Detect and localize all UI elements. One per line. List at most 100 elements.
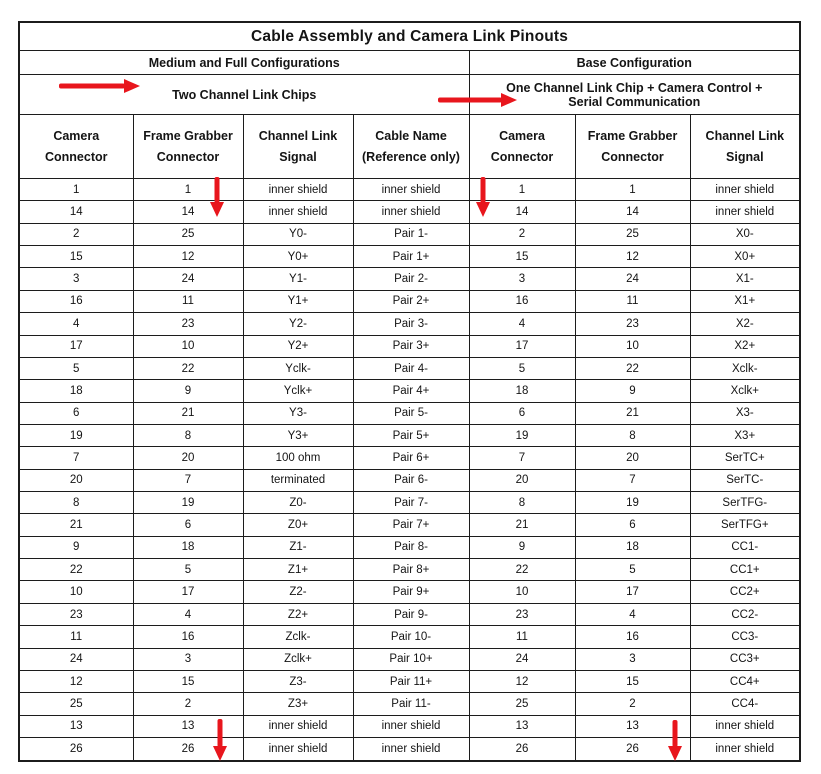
cell: 18 (18, 379, 134, 403)
cell: Y0- (242, 222, 354, 247)
cell: inner shield (242, 714, 354, 738)
cell: 6 (18, 401, 134, 425)
table-row: 8 19 Z0- Pair 7- 8 19 SerTFG- (18, 491, 801, 515)
cell: 20 (132, 446, 244, 470)
cell: 7 (18, 446, 134, 470)
table-row: 7 20 100 ohm Pair 6+ 7 20 SerTC+ (18, 446, 801, 470)
cell: 19 (468, 423, 576, 448)
cell: inner shield (242, 200, 354, 224)
cell: X3- (689, 401, 801, 425)
column-header: Camera Connector (468, 114, 576, 179)
cell: CC3- (689, 625, 801, 649)
cell: inner shield (689, 714, 801, 738)
cell: 6 (468, 401, 576, 425)
cell: Y3- (242, 401, 354, 425)
cell: 20 (18, 468, 134, 493)
cell: Pair 7- (352, 491, 470, 515)
cell: 11 (468, 625, 576, 649)
cell: Pair 8- (352, 535, 470, 560)
cell: CC2- (689, 602, 801, 627)
cell: X0- (689, 222, 801, 247)
cell: 22 (18, 558, 134, 582)
cell: 8 (574, 423, 691, 448)
cell: inner shield (352, 200, 470, 224)
cell: Z2+ (242, 602, 354, 627)
table-row: 23 4 Z2+ Pair 9- 23 4 CC2- (18, 602, 801, 627)
cell: Y3+ (242, 423, 354, 448)
cell: 11 (18, 625, 134, 649)
cell: SerTC- (689, 468, 801, 493)
cell: 4 (468, 312, 576, 336)
cell: 13 (574, 714, 691, 738)
cell: X1- (689, 267, 801, 291)
cell: 14 (574, 200, 691, 224)
table-row: 12 15 Z3- Pair 11+ 12 15 CC4+ (18, 669, 801, 694)
cell: 2 (574, 692, 691, 716)
cell: Pair 10- (352, 625, 470, 649)
cell: 13 (468, 714, 576, 738)
cell: Pair 1+ (352, 245, 470, 269)
cell: 13 (132, 714, 244, 738)
cell: Xclk- (689, 356, 801, 381)
cell: 6 (574, 513, 691, 537)
subheader-one-channel-link-chip: One Channel Link Chip + Camera Control +… (468, 74, 801, 115)
cell: 1 (468, 177, 576, 202)
table-row: 24 3 Zclk+ Pair 10+ 24 3 CC3+ (18, 647, 801, 671)
cell: 3 (132, 647, 244, 671)
cell: 16 (468, 289, 576, 314)
cell: 9 (468, 535, 576, 560)
cell: Pair 4+ (352, 379, 470, 403)
table-row: 16 11 Y1+ Pair 2+ 16 11 X1+ (18, 289, 801, 314)
table-row: 18 9 Yclk+ Pair 4+ 18 9 Xclk+ (18, 379, 801, 403)
cell: inner shield (689, 200, 801, 224)
cell: Z0- (242, 491, 354, 515)
column-header: Frame Grabber Connector (574, 114, 691, 179)
cell: 12 (574, 245, 691, 269)
table-row: 11 16 Zclk- Pair 10- 11 16 CC3- (18, 625, 801, 649)
cell: 16 (18, 289, 134, 314)
cell: CC1+ (689, 558, 801, 582)
cell: 17 (468, 334, 576, 358)
section-header-base: Base Configuration (468, 50, 801, 75)
cell: Z1+ (242, 558, 354, 582)
cell: SerTFG+ (689, 513, 801, 537)
cell: Y1- (242, 267, 354, 291)
column-header: Channel Link Signal (689, 114, 801, 179)
cell: Pair 10+ (352, 647, 470, 671)
cell: 19 (18, 423, 134, 448)
column-header: Channel Link Signal (242, 114, 354, 179)
cell: Pair 2+ (352, 289, 470, 314)
cell: Pair 3- (352, 312, 470, 336)
subheader-one-channel-link-chip-text: One Channel Link Chip + Camera Control +… (506, 80, 763, 109)
cell: Pair 9- (352, 602, 470, 627)
cell: 15 (468, 245, 576, 269)
cell: 10 (18, 580, 134, 604)
cell: Pair 6+ (352, 446, 470, 470)
cell: 26 (132, 736, 244, 762)
cell: 20 (468, 468, 576, 493)
cell: 14 (18, 200, 134, 224)
table-row: 10 17 Z2- Pair 9+ 10 17 CC2+ (18, 580, 801, 604)
cell: SerTFG- (689, 491, 801, 515)
cell: 10 (574, 334, 691, 358)
cell: 23 (18, 602, 134, 627)
cell: 3 (574, 647, 691, 671)
cell: 25 (18, 692, 134, 716)
cell: 5 (468, 356, 576, 381)
cell: 7 (574, 468, 691, 493)
cell: Z2- (242, 580, 354, 604)
table-row: 25 2 Z3+ Pair 11- 25 2 CC4- (18, 692, 801, 716)
cell: 2 (132, 692, 244, 716)
table-row: 5 22 Yclk- Pair 4- 5 22 Xclk- (18, 356, 801, 381)
cell: inner shield (689, 177, 801, 202)
column-header: Camera Connector (18, 114, 134, 179)
table-row: 4 23 Y2- Pair 3- 4 23 X2- (18, 312, 801, 336)
cell: 16 (132, 625, 244, 649)
cell: CC2+ (689, 580, 801, 604)
cell: 22 (574, 356, 691, 381)
table-row: 22 5 Z1+ Pair 8+ 22 5 CC1+ (18, 558, 801, 582)
cell: X2- (689, 312, 801, 336)
cell: inner shield (242, 177, 354, 202)
cell: 26 (18, 736, 134, 762)
cell: 15 (132, 669, 244, 694)
